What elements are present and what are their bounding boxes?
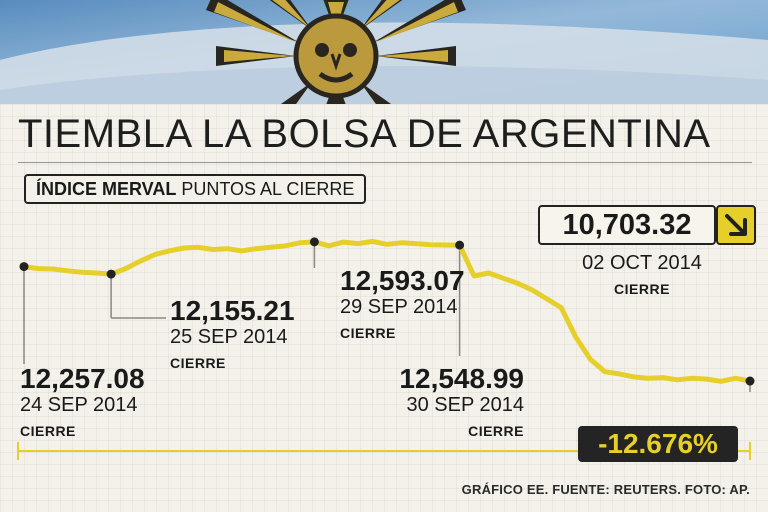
annotation-tag: CIERRE (614, 281, 670, 297)
annotation-date: 24 SEP 2014 (20, 394, 138, 416)
annotation-02-oct: 02 OCT 2014 CIERRE (562, 252, 722, 298)
annotation-29-sep: 12,593.07 29 SEP 2014 CIERRE (340, 266, 465, 342)
headline: TIEMBLA LA BOLSA DE ARGENTINA (18, 112, 711, 156)
annotation-24-sep: 12,257.08 24 SEP 2014 CIERRE (20, 364, 145, 440)
key-point-02-oct-2014 (745, 376, 755, 386)
key-point-29-sep-2014 (309, 237, 319, 247)
source-credit: GRÁFICO EE. FUENTE: REUTERS. FOTO: AP. (461, 482, 750, 497)
annotation-date: 30 SEP 2014 (406, 394, 524, 416)
annotation-tag: CIERRE (20, 423, 76, 439)
annotation-value: 12,593.07 (340, 265, 465, 296)
annotation-value: 12,257.08 (20, 363, 145, 394)
latest-value-box: 10,703.32 (538, 205, 716, 245)
index-label-box: ÍNDICE MERVAL PUNTOS AL CIERRE (24, 174, 367, 204)
key-points (19, 237, 755, 386)
annotation-tag: CIERRE (340, 325, 396, 341)
index-name: ÍNDICE MERVAL (36, 179, 177, 199)
annotation-value: 12,155.21 (170, 295, 295, 326)
argentina-flag-banner (0, 0, 768, 104)
annotation-tag: CIERRE (468, 423, 524, 439)
annotation-25-sep: 12,155.21 25 SEP 2014 CIERRE (170, 296, 295, 372)
percent-change-badge: -12.676% (578, 426, 738, 462)
arrow-down-right-icon (716, 205, 756, 245)
annotation-date: 25 SEP 2014 (170, 326, 288, 348)
annotation-value: 12,548.99 (399, 363, 524, 394)
annotation-date: 29 SEP 2014 (340, 296, 458, 318)
annotation-tag: CIERRE (170, 355, 226, 371)
key-point-30-sep-2014 (455, 240, 465, 250)
key-point-24-sep-2014 (19, 262, 29, 272)
series-line-merval (21, 238, 753, 384)
annotation-30-sep: 12,548.99 30 SEP 2014 CIERRE (360, 364, 524, 440)
headline-rule (18, 162, 752, 163)
index-unit: PUNTOS AL CIERRE (181, 179, 355, 199)
key-point-25-sep-2014 (106, 269, 116, 279)
annotation-date: 02 OCT 2014 (582, 252, 702, 274)
argentina-flag-sun-icon (0, 0, 768, 104)
